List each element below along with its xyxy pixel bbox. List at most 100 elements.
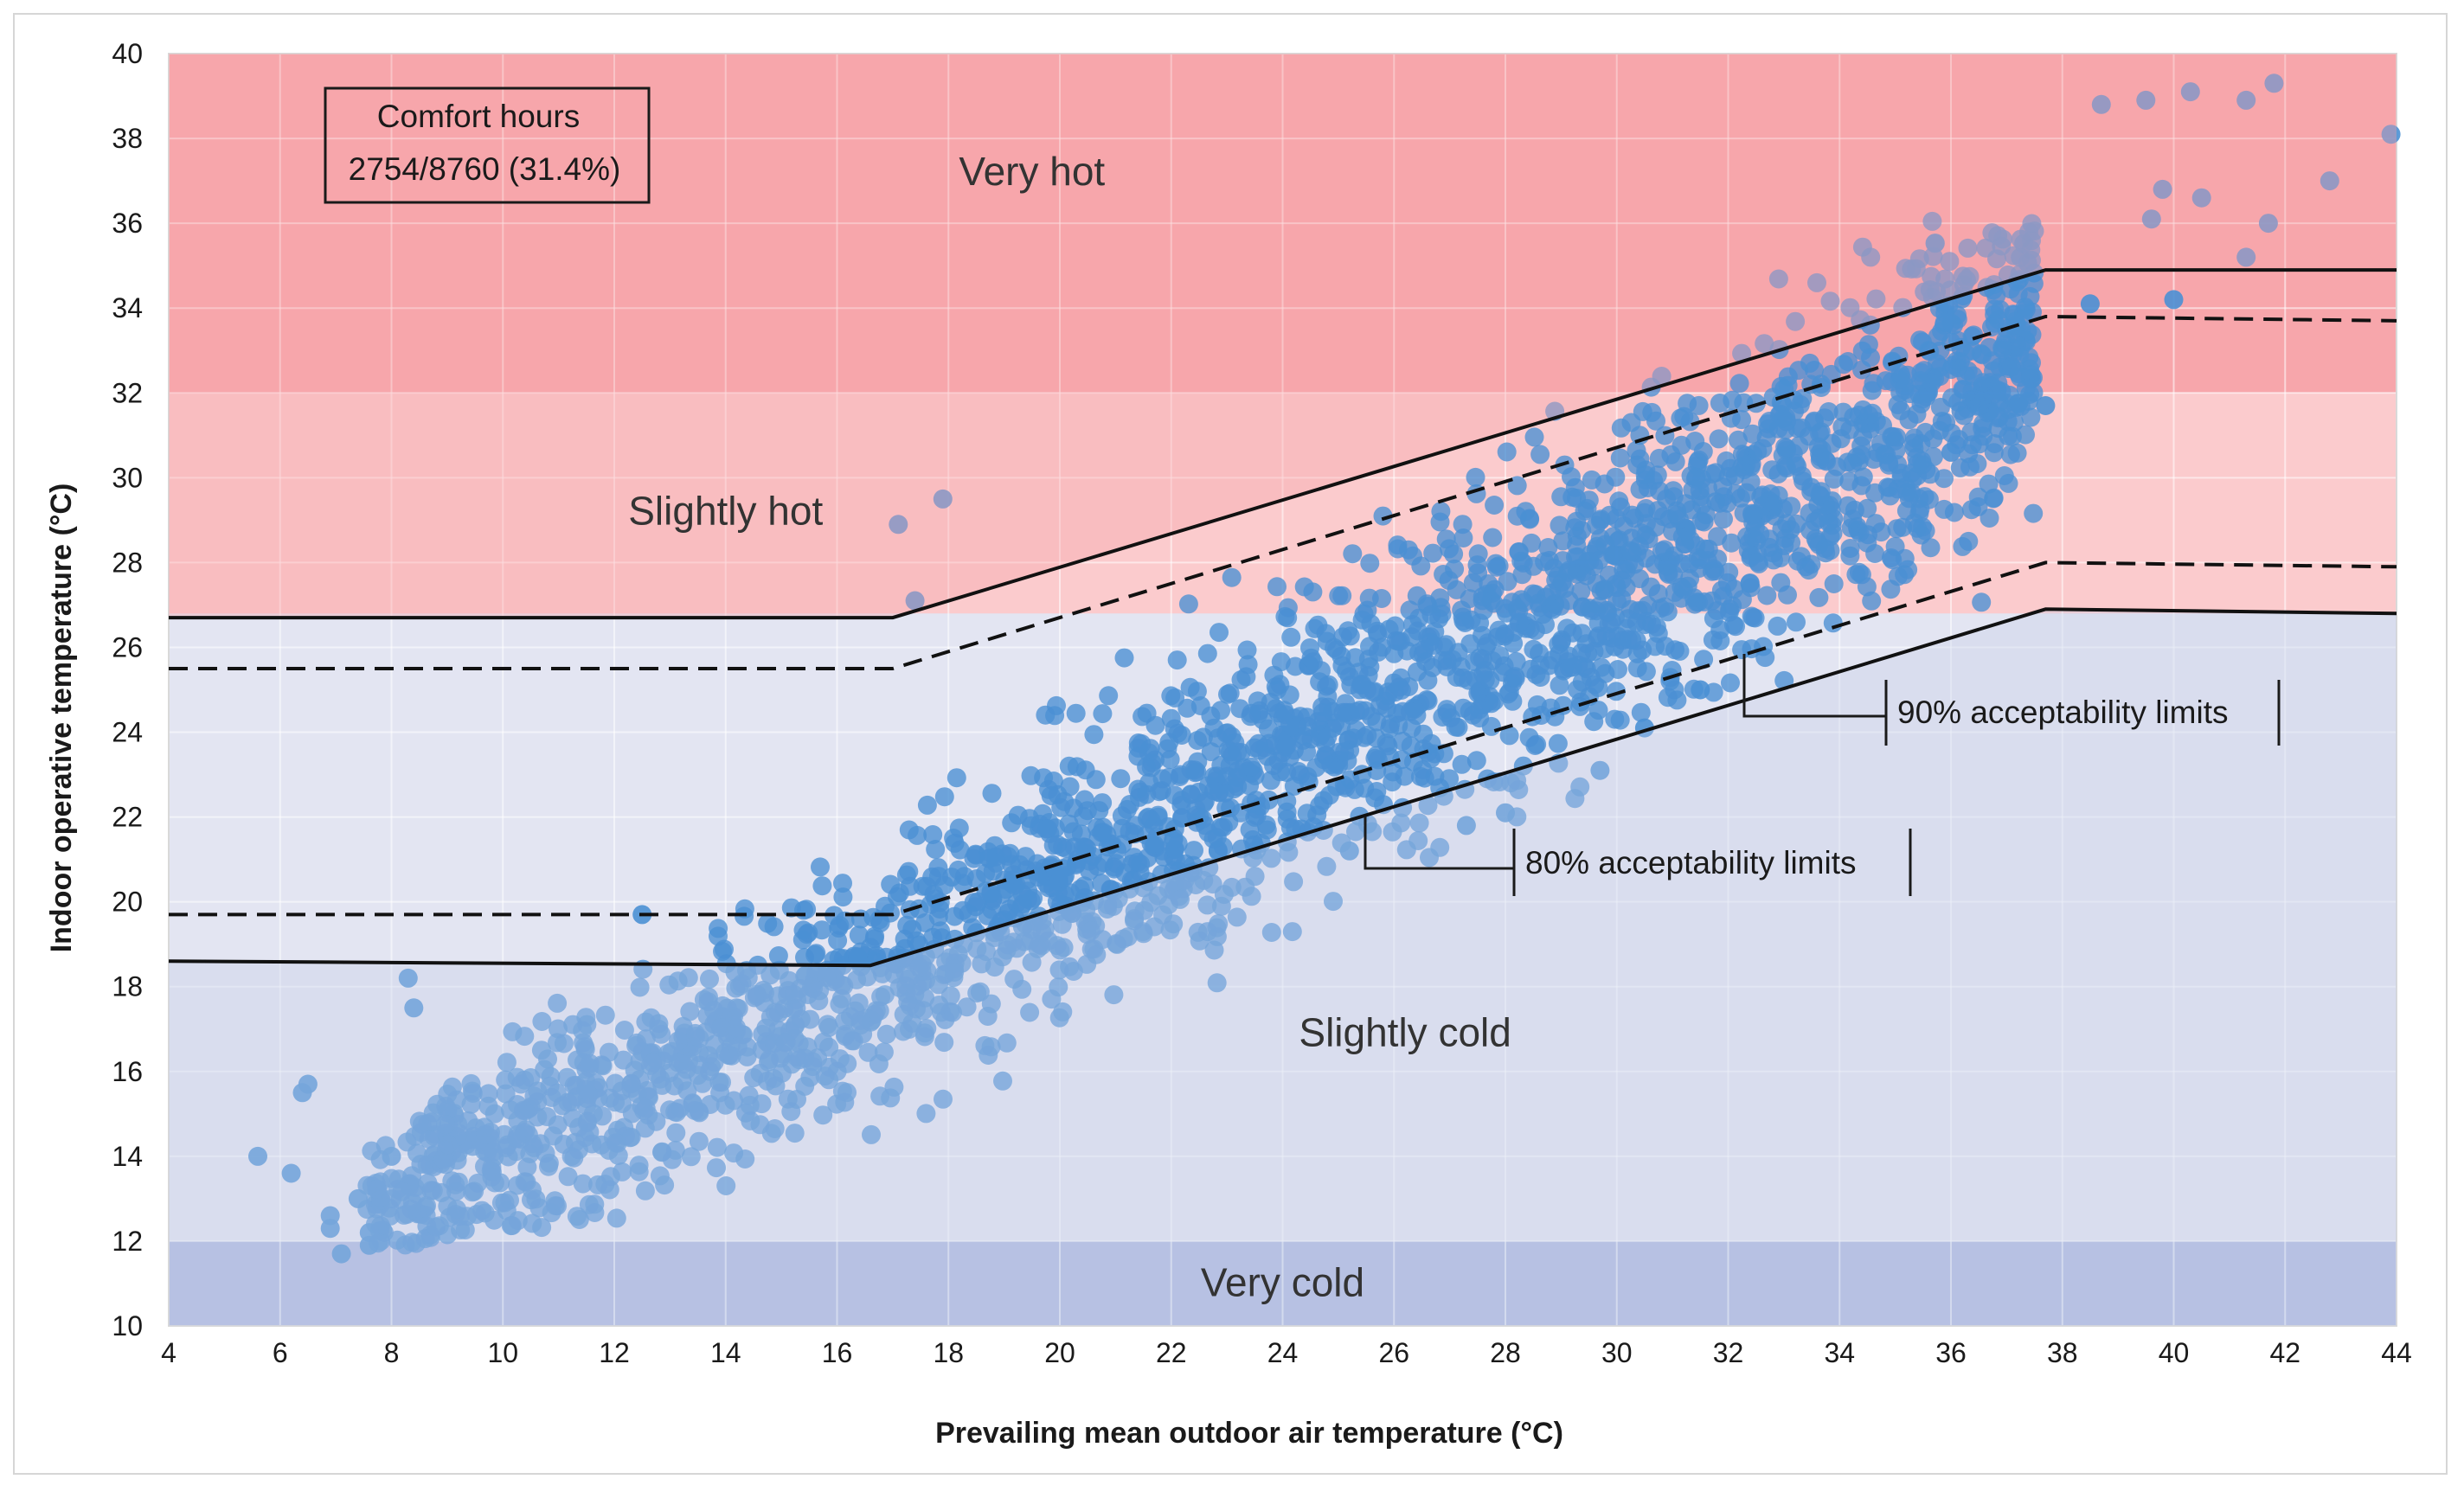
data-point [833,874,852,893]
data-point [861,938,880,957]
data-point [1664,481,1684,501]
data-point [795,1076,815,1096]
data-point [715,939,734,959]
x-axis-title: Prevailing mean outdoor air temperature … [935,1417,1563,1450]
data-point [411,1155,431,1174]
data-point [1853,467,1873,487]
data-point [993,1071,1012,1091]
data-point [643,1053,663,1073]
data-point [1094,823,1113,842]
data-point [419,1130,439,1149]
data-point [1840,539,1860,558]
data-point [1801,477,1821,497]
x-tick-label: 14 [710,1337,741,1368]
data-point [686,1027,706,1047]
data-point [1713,477,1733,496]
data-point [1642,402,1662,422]
data-point [768,946,788,965]
data-point [651,1024,671,1044]
data-point [397,1132,417,1152]
data-point [1923,247,1943,266]
data-point [382,1146,401,1166]
data-point [1971,344,1991,364]
x-tick-label: 38 [2047,1337,2078,1368]
data-point [1042,989,1062,1009]
data-point [1595,580,1614,600]
data-point [1017,889,1037,909]
data-point [1661,445,1681,464]
data-point [621,1127,641,1147]
data-point [1242,757,1261,777]
data-point [1060,957,1080,977]
data-point [1973,373,1992,393]
data-point [681,1147,701,1167]
data-point [1473,586,1492,606]
x-tick-label: 10 [487,1337,518,1368]
data-point [1114,648,1134,668]
data-point [1104,859,1124,879]
x-tick-label: 20 [1044,1337,1075,1368]
comfort-hours-title: Comfort hours [377,99,580,134]
data-point [809,991,829,1011]
data-point [427,1094,447,1114]
data-point [1505,669,1525,688]
data-point [381,1206,401,1226]
ticks-layer: 4 6 8 10 12 14 16 18 20 22 24 26 28 30 32 34 36 38 40 42 44 1… [112,38,2411,1368]
data-point [1439,570,1459,590]
data-point [1567,511,1587,531]
data-point [1824,574,1844,593]
data-point [909,957,929,977]
data-point [1519,727,1539,747]
data-point [1648,584,1668,604]
data-point [1824,469,1844,489]
data-point [1881,580,1901,599]
data-point [1431,502,1451,522]
data-point [1164,831,1184,850]
data-point [524,1086,544,1106]
data-point [1204,940,1224,960]
data-point [1570,777,1590,797]
data-point [830,995,850,1015]
data-point [897,915,917,935]
data-point [1947,305,1967,325]
data-point [905,591,925,611]
data-point [1590,760,1610,780]
data-point [1423,543,1443,563]
data-point [484,1104,504,1124]
data-point [833,887,853,907]
data-point [1473,600,1493,620]
data-point [931,921,951,941]
data-point [1354,604,1374,624]
data-point [1709,429,1729,449]
x-tick-label: 4 [161,1337,176,1368]
data-point [875,985,895,1005]
data-point [1887,427,1907,447]
zone-label-2: Slightly cold [1299,1009,1511,1054]
data-point [1710,394,1729,413]
data-point [811,857,830,877]
data-point [1267,577,1287,597]
data-point [502,1216,522,1235]
data-point [2141,209,2161,229]
data-point [1383,822,1402,842]
data-point [1985,313,2005,333]
data-point [1210,623,1229,643]
data-point [1355,778,1375,798]
data-point [849,993,869,1013]
data-point [1691,511,1711,531]
data-point [1823,613,1843,633]
callout-80-label: 80% acceptability limits [1525,845,1856,880]
data-point [1195,791,1215,811]
data-point [348,1188,368,1208]
data-point [1383,772,1402,792]
data-point [497,1053,517,1073]
data-point [705,1034,725,1054]
data-point [1333,702,1353,722]
data-point [876,1024,896,1044]
data-point [1551,487,1571,507]
data-point [737,1037,757,1057]
plot-area-border [168,53,2397,1327]
data-point [1858,533,1877,553]
data-point [1194,870,1214,890]
data-point [1054,868,1074,887]
